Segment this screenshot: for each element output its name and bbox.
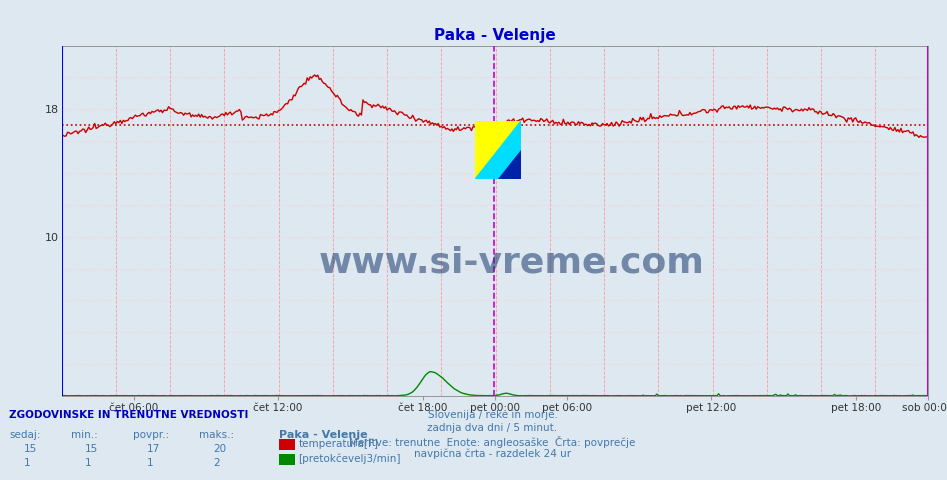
Text: ZGODOVINSKE IN TRENUTNE VREDNOSTI: ZGODOVINSKE IN TRENUTNE VREDNOSTI	[9, 410, 249, 420]
Text: Paka - Velenje: Paka - Velenje	[279, 430, 368, 440]
Text: [pretokčevelj3/min]: [pretokčevelj3/min]	[298, 454, 401, 464]
Text: temperatura[F]: temperatura[F]	[298, 439, 378, 449]
Text: min.:: min.:	[71, 430, 98, 440]
Title: Paka - Velenje: Paka - Velenje	[434, 28, 556, 43]
Text: 20: 20	[213, 444, 226, 454]
Text: www.si-vreme.com: www.si-vreme.com	[319, 246, 706, 280]
Text: 1: 1	[85, 458, 92, 468]
Text: 15: 15	[24, 444, 37, 454]
Text: 15: 15	[85, 444, 98, 454]
Text: 1: 1	[147, 458, 153, 468]
Text: zadnja dva dni / 5 minut.: zadnja dva dni / 5 minut.	[427, 423, 558, 433]
Text: Slovenija / reke in morje.: Slovenija / reke in morje.	[427, 410, 558, 420]
Text: maks.:: maks.:	[199, 430, 234, 440]
Text: 2: 2	[213, 458, 220, 468]
Polygon shape	[498, 150, 521, 179]
Text: 17: 17	[147, 444, 160, 454]
Text: sedaj:: sedaj:	[9, 430, 41, 440]
Polygon shape	[475, 121, 521, 179]
Text: Meritve: trenutne  Enote: angleosaške  Črta: povprečje: Meritve: trenutne Enote: angleosaške Črt…	[349, 436, 635, 448]
Polygon shape	[475, 121, 521, 179]
Text: povpr.:: povpr.:	[133, 430, 169, 440]
Text: navpična črta - razdelek 24 ur: navpična črta - razdelek 24 ur	[414, 448, 571, 459]
Text: 1: 1	[24, 458, 30, 468]
